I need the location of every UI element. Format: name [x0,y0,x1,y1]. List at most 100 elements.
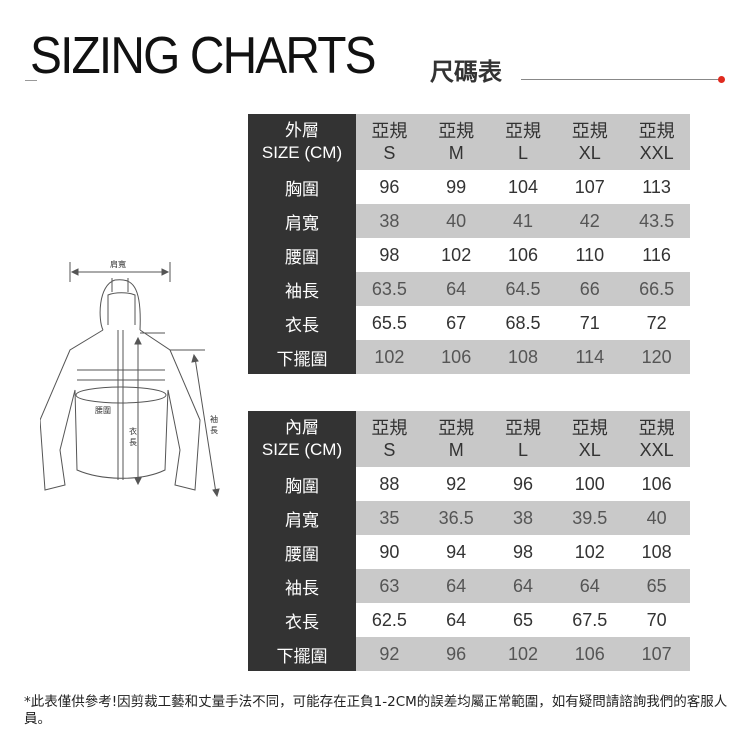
value-cell: 102 [422,238,490,272]
size-region: 亞規 [438,121,475,141]
value-cell: 100 [556,467,624,501]
inner-layer-size-table: 內層 SIZE (CM) 亞規 S 亞規 M 亞規 L 亞規 XL 亞規 XXL 胸圍 88 92 96 100… [248,411,690,671]
value-cell: 102 [556,535,624,569]
table-row: 肩寬 38 40 41 42 43.5 [248,204,690,238]
value-cell: 116 [623,238,690,272]
value-cell: 71 [556,306,624,340]
row-label: 肩寬 [248,501,356,535]
table-row: 肩寬 35 36.5 38 39.5 40 [248,501,690,535]
size-header-cell: 亞規 XXL [623,114,690,170]
sleeve-label-2: 長 [210,426,218,435]
length-label-1: 衣 [129,426,137,436]
row-label: 衣長 [248,603,356,637]
value-cell: 64 [422,603,490,637]
table-row: 衣長 62.5 64 65 67.5 70 [248,603,690,637]
size-header-cell: 亞規 S [356,114,423,170]
value-cell: 72 [623,306,690,340]
value-cell: 107 [623,637,690,671]
size-name: M [448,143,464,163]
value-cell: 92 [356,637,423,671]
size-name: XXL [639,440,674,460]
table-row: 胸圍 96 99 104 107 113 [248,170,690,204]
value-cell: 65 [623,569,690,603]
size-name: XL [578,440,601,460]
value-cell: 41 [489,204,557,238]
size-name: L [517,440,528,460]
value-cell: 39.5 [556,501,624,535]
value-cell: 64 [422,272,490,306]
value-cell: 96 [489,467,557,501]
value-cell: 66 [556,272,624,306]
table-row: 袖長 63 64 64 64 65 [248,569,690,603]
size-header-cell: 亞規 S [356,411,423,467]
size-unit: SIZE (CM) [261,440,343,459]
size-header-cell: 亞規 M [422,411,490,467]
table-row: 袖長 63.5 64 64.5 66 66.5 [248,272,690,306]
value-cell: 113 [623,170,690,204]
value-cell: 70 [623,603,690,637]
size-name: M [448,440,464,460]
title-divider-left [25,80,37,81]
value-cell: 88 [356,467,423,501]
value-cell: 42 [556,204,624,238]
table-row: 衣長 65.5 67 68.5 71 72 [248,306,690,340]
size-region: 亞規 [571,418,608,438]
shoulder-label: 肩寬 [110,259,126,269]
size-region: 亞規 [504,121,541,141]
size-region: 亞規 [571,121,608,141]
size-region: 亞規 [438,418,475,438]
table-row: 胸圍 88 92 96 100 106 [248,467,690,501]
table-row: 下擺圍 92 96 102 106 107 [248,637,690,671]
table-row: 下擺圍 102 106 108 114 120 [248,340,690,374]
row-label: 衣長 [248,306,356,340]
size-name: XL [578,143,601,163]
value-cell: 65.5 [356,306,423,340]
value-cell: 90 [356,535,423,569]
row-label: 腰圍 [248,238,356,272]
value-cell: 43.5 [623,204,690,238]
size-header-cell: 亞規 XXL [623,411,690,467]
value-cell: 99 [422,170,490,204]
row-label: 肩寬 [248,204,356,238]
jacket-measurement-diagram: 腰圍 肩寬 衣 長 袖 長 [40,259,220,498]
size-region: 亞規 [371,121,408,141]
value-cell: 38 [489,501,557,535]
size-region: 亞規 [638,121,675,141]
header-row: 外層 SIZE (CM) 亞規 S 亞規 M 亞規 L 亞規 XL 亞規 XXL [248,114,690,170]
size-header-cell: 亞規 XL [556,411,624,467]
size-header-cell: 亞規 XL [556,114,624,170]
value-cell: 107 [556,170,624,204]
length-label-2: 長 [129,438,137,447]
value-cell: 110 [556,238,624,272]
value-cell: 108 [489,340,557,374]
size-name: S [383,440,396,460]
value-cell: 102 [489,637,557,671]
value-cell: 68.5 [489,306,557,340]
sleeve-label-1: 袖 [210,414,218,424]
value-cell: 63.5 [356,272,423,306]
row-label: 腰圍 [248,535,356,569]
table-row: 腰圍 90 94 98 102 108 [248,535,690,569]
table-row: 腰圍 98 102 106 110 116 [248,238,690,272]
value-cell: 62.5 [356,603,423,637]
value-cell: 94 [422,535,490,569]
value-cell: 106 [489,238,557,272]
value-cell: 64 [489,569,557,603]
value-cell: 67 [422,306,490,340]
value-cell: 96 [422,637,490,671]
value-cell: 66.5 [623,272,690,306]
size-region: 亞規 [638,418,675,438]
value-cell: 64 [556,569,624,603]
accent-dot [718,76,725,83]
value-cell: 104 [489,170,557,204]
value-cell: 35 [356,501,423,535]
value-cell: 98 [489,535,557,569]
value-cell: 36.5 [422,501,490,535]
value-cell: 106 [422,340,490,374]
value-cell: 106 [623,467,690,501]
value-cell: 63 [356,569,423,603]
size-unit: SIZE (CM) [261,143,343,162]
value-cell: 67.5 [556,603,624,637]
value-cell: 64.5 [489,272,557,306]
size-name: XXL [639,143,674,163]
